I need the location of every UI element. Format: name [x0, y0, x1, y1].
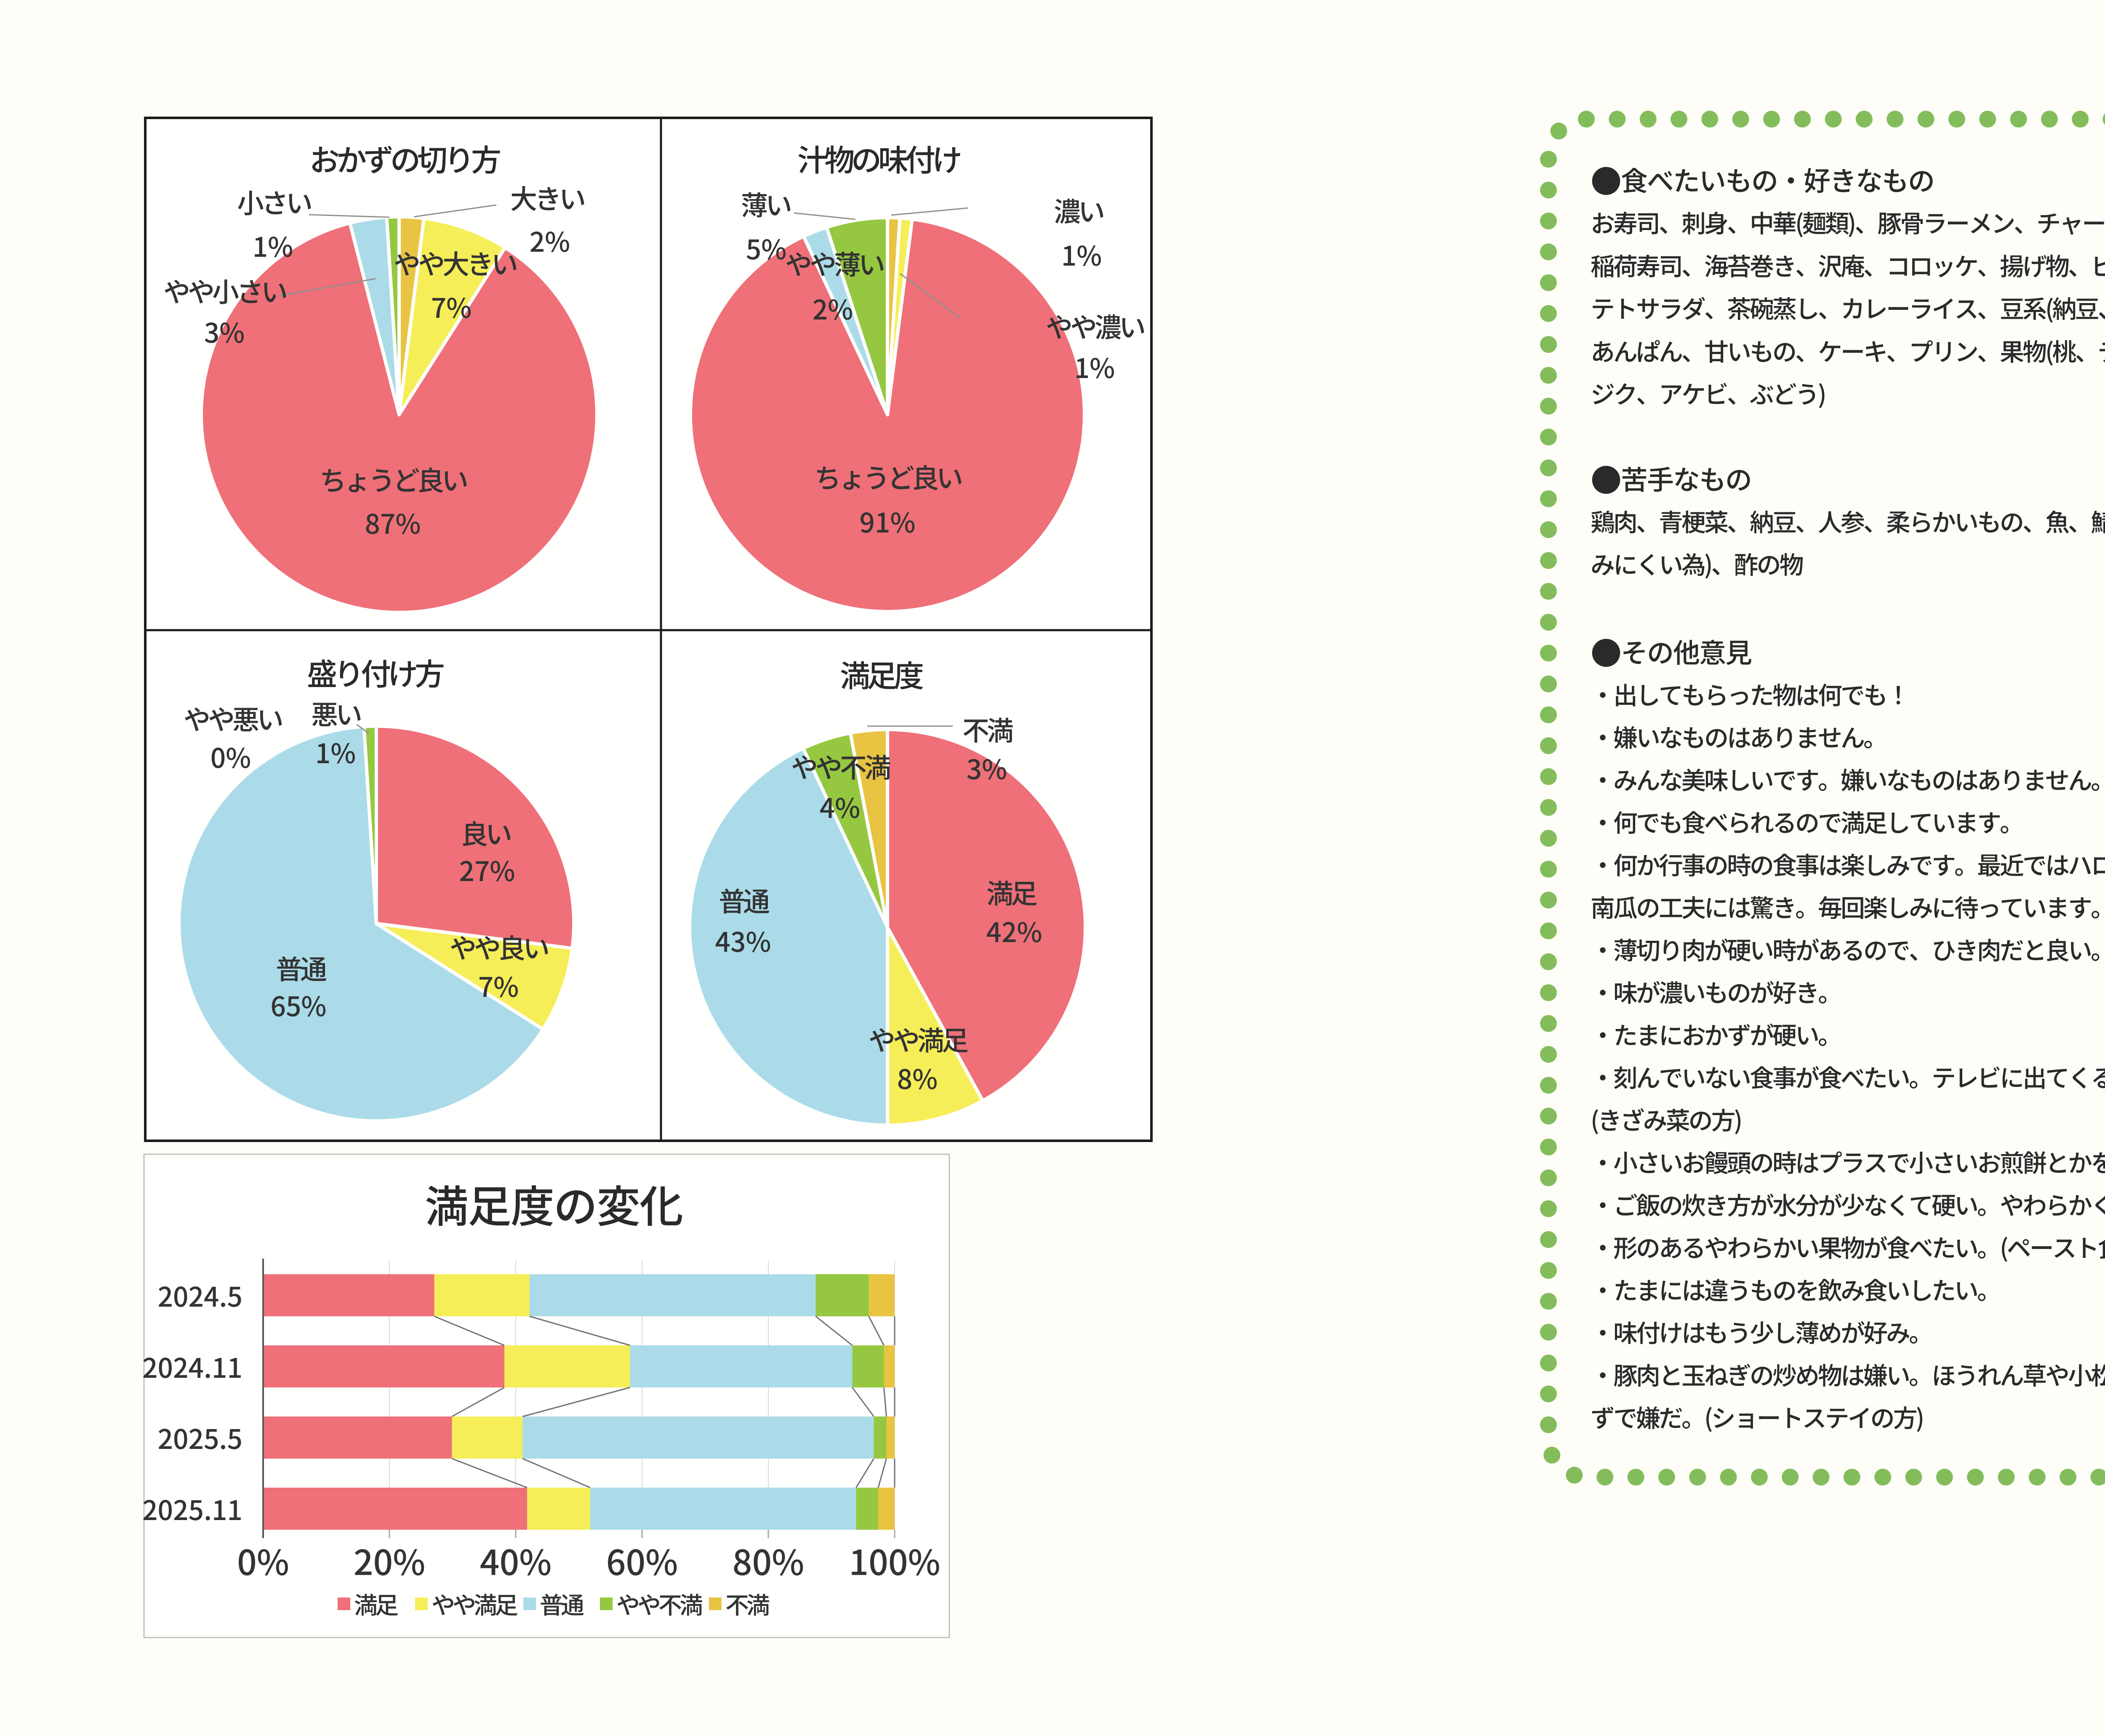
svg-text:汁物の味付け: 汁物の味付け — [797, 136, 960, 180]
svg-text:盛り付け方: 盛り付け方 — [307, 650, 444, 694]
svg-text:・ご飯の炊き方が水分が少なくて硬い。やわらかく炊いてほしい。: ・ご飯の炊き方が水分が少なくて硬い。やわらかく炊いてほしい。(4温) — [1591, 1186, 2105, 1222]
svg-text:やや満足: やや満足 — [432, 1587, 518, 1621]
svg-text:ちょうど良い: ちょうど良い — [814, 457, 962, 496]
svg-text:・出してもらった物は何でも！: ・出してもらった物は何でも！ — [1591, 676, 1909, 711]
svg-text:普通: 普通 — [719, 881, 770, 919]
svg-text:大きい: 大きい — [510, 178, 584, 217]
svg-text:南瓜の工夫には驚き。毎回楽しみに待っています。: 南瓜の工夫には驚き。毎回楽しみに待っています。 — [1591, 889, 2105, 924]
svg-text:8%: 8% — [897, 1058, 938, 1097]
svg-text:鶏肉、青梗菜、納豆、人参、柔らかいもの、魚、鯖(柔らかければ: 鶏肉、青梗菜、納豆、人参、柔らかいもの、魚、鯖(柔らかければ良い)、ごぼう、レン… — [1591, 503, 2105, 538]
svg-text:やや不満: やや不満 — [616, 1587, 702, 1621]
svg-text:お寿司、刺身、中華(麺類)、豚骨ラーメン、チャーハン、餃子、: お寿司、刺身、中華(麺類)、豚骨ラーメン、チャーハン、餃子、鰻、牛肉、蟹、天ぷら… — [1591, 204, 2105, 240]
svg-text:1%: 1% — [253, 226, 293, 265]
svg-text:稲荷寿司、海苔巻き、沢庵、コロッケ、揚げ物、ピザ、赤飯、牛蒡: 稲荷寿司、海苔巻き、沢庵、コロッケ、揚げ物、ピザ、赤飯、牛蒡の味噌漬け、おにぎり… — [1591, 247, 2105, 282]
svg-text:・形のあるやわらかい果物が食べたい。(ペースト食の方): ・形のあるやわらかい果物が食べたい。(ペースト食の方) — [1591, 1229, 2105, 1264]
svg-text:(きざみ菜の方): (きざみ菜の方) — [1591, 1101, 1741, 1137]
svg-text:43%: 43% — [715, 921, 771, 960]
svg-text:やや濃い: やや濃い — [1046, 306, 1144, 345]
svg-text:おかずの切り方: おかずの切り方 — [309, 136, 500, 180]
svg-text:・たまには違うものを飲み食いしたい。: ・たまには違うものを飲み食いしたい。 — [1591, 1271, 2000, 1307]
svg-text:・何でも食べられるので満足しています。: ・何でも食べられるので満足しています。 — [1591, 804, 2022, 839]
svg-text:3%: 3% — [967, 748, 1007, 787]
svg-text:0%: 0% — [237, 1535, 289, 1585]
svg-text:3%: 3% — [204, 312, 245, 351]
svg-text:42%: 42% — [986, 911, 1042, 950]
svg-text:5%: 5% — [746, 229, 787, 267]
svg-text:2024.5: 2024.5 — [158, 1276, 242, 1315]
svg-text:みにくい為)、酢の物: みにくい為)、酢の物 — [1591, 546, 1803, 581]
svg-text:満足度の変化: 満足度の変化 — [425, 1172, 682, 1235]
svg-text:・何か行事の時の食事は楽しみです。最近ではハロウィーンの時の: ・何か行事の時の食事は楽しみです。最近ではハロウィーンの時の食事も美味しかった。 — [1591, 846, 2105, 881]
svg-text:濃い: 濃い — [1054, 191, 1103, 229]
svg-text:普通: 普通 — [276, 948, 327, 987]
svg-text:●その他意見: ●その他意見 — [1591, 629, 1751, 674]
svg-text:・薄切り肉が硬い時があるので、ひき肉だと良い。: ・薄切り肉が硬い時があるので、ひき肉だと良い。 — [1591, 931, 2105, 967]
svg-text:65%: 65% — [270, 985, 326, 1024]
svg-text:2025.11: 2025.11 — [142, 1489, 242, 1528]
svg-text:ずで嫌だ。(ショートステイの方): ずで嫌だ。(ショートステイの方) — [1591, 1399, 1923, 1434]
svg-text:1%: 1% — [1061, 235, 1102, 274]
svg-text:100%: 100% — [849, 1535, 940, 1585]
svg-text:●食べたいもの・好きなもの: ●食べたいもの・好きなもの — [1591, 157, 1934, 202]
svg-text:・たまにおかずが硬い。: ・たまにおかずが硬い。 — [1591, 1016, 1841, 1052]
svg-text:7%: 7% — [431, 287, 472, 326]
svg-text:・嫌いなものはありません。: ・嫌いなものはありません。 — [1591, 719, 1886, 754]
svg-text:7%: 7% — [478, 966, 519, 1005]
svg-text:・刻んでいない食事が食べたい。テレビに出てくるようなお寿司や: ・刻んでいない食事が食べたい。テレビに出てくるようなお寿司や美味しい物が食べたい… — [1591, 1059, 2105, 1094]
svg-text:やや大きい: やや大きい — [394, 243, 517, 282]
svg-text:やや良い: やや良い — [450, 927, 548, 966]
svg-text:・小さいお饅頭の時はプラスで小さいお煎餅とかを付けてほしい。: ・小さいお饅頭の時はプラスで小さいお煎餅とかを付けてほしい。 — [1591, 1144, 2105, 1179]
svg-text:やや満足: やや満足 — [869, 1020, 968, 1058]
svg-text:あんぱん、甘いもの、ケーキ、プリン、果物(桃、デコポン、バナ: あんぱん、甘いもの、ケーキ、プリン、果物(桃、デコポン、バナナ、みかん、柿、いち… — [1591, 333, 2105, 368]
svg-text:●苦手なもの: ●苦手なもの — [1591, 456, 1751, 501]
svg-text:不満: 不満 — [962, 710, 1013, 748]
svg-text:・豚肉と玉ねぎの炒め物は嫌い。ほうれん草や小松菜ばかりは嫌だ: ・豚肉と玉ねぎの炒め物は嫌い。ほうれん草や小松菜ばかりは嫌だ。毎回同じようなおか — [1591, 1356, 2105, 1392]
svg-text:良い: 良い — [461, 813, 511, 852]
svg-text:やや薄い: やや薄い — [785, 244, 884, 282]
svg-text:テトサラダ、茶碗蒸し、カレーライス、豆系(納豆、黒豆の煮物な: テトサラダ、茶碗蒸し、カレーライス、豆系(納豆、黒豆の煮物など)、生野菜サラダ、… — [1591, 290, 2105, 325]
svg-text:2%: 2% — [530, 221, 570, 260]
svg-text:2025.5: 2025.5 — [158, 1418, 242, 1457]
svg-text:・味が濃いものが好き。: ・味が濃いものが好き。 — [1591, 974, 1841, 1009]
svg-text:やや不満: やや不満 — [791, 747, 890, 785]
svg-text:・味付けはもう少し薄めが好み。: ・味付けはもう少し薄めが好み。 — [1591, 1314, 1932, 1349]
svg-text:普通: 普通 — [540, 1587, 584, 1621]
svg-text:2%: 2% — [813, 289, 853, 327]
svg-text:1%: 1% — [315, 732, 356, 771]
svg-text:悪い: 悪い — [311, 694, 361, 732]
svg-text:27%: 27% — [459, 850, 515, 889]
svg-text:薄い: 薄い — [741, 184, 791, 223]
svg-text:40%: 40% — [480, 1535, 552, 1585]
svg-text:2024.11: 2024.11 — [142, 1347, 242, 1386]
svg-text:小さい: 小さい — [237, 182, 311, 221]
svg-text:80%: 80% — [733, 1535, 804, 1585]
svg-text:やや悪い: やや悪い — [184, 699, 282, 738]
svg-text:60%: 60% — [606, 1535, 678, 1585]
svg-text:ジク、アケビ、ぶどう): ジク、アケビ、ぶどう) — [1591, 375, 1825, 410]
svg-text:20%: 20% — [354, 1535, 425, 1585]
svg-text:やや小さい: やや小さい — [163, 271, 286, 310]
svg-text:ちょうど良い: ちょうど良い — [320, 460, 467, 498]
svg-text:91%: 91% — [859, 502, 915, 541]
svg-text:不満: 不満 — [725, 1587, 769, 1621]
svg-text:満足: 満足 — [354, 1587, 398, 1621]
svg-text:満足: 満足 — [986, 873, 1037, 911]
svg-text:87%: 87% — [365, 503, 421, 542]
svg-text:・みんな美味しいです。嫌いなものはありません。今のご飯で満足: ・みんな美味しいです。嫌いなものはありません。今のご飯で満足です。 — [1591, 761, 2105, 796]
svg-text:4%: 4% — [820, 787, 861, 826]
svg-text:0%: 0% — [210, 737, 251, 776]
svg-text:1%: 1% — [1074, 347, 1115, 386]
svg-text:満足度: 満足度 — [840, 652, 923, 696]
